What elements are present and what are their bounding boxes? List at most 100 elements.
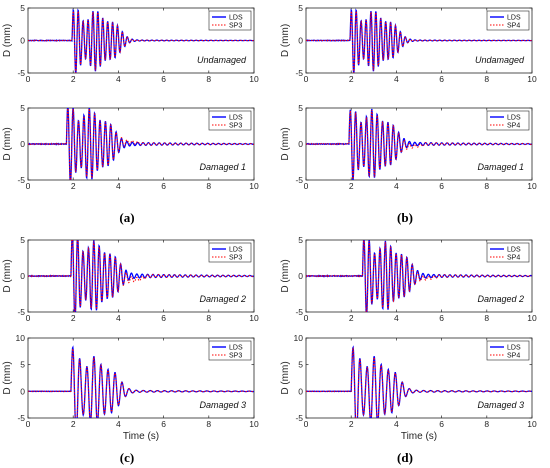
x-tick-label: 4	[394, 74, 399, 84]
series-line-sp3	[28, 240, 254, 312]
x-tick-label: 6	[161, 181, 166, 191]
x-tick-label: 2	[71, 419, 76, 429]
x-tick-label: 6	[161, 313, 166, 323]
y-axis-label: D (mm)	[2, 361, 13, 394]
y-axis-label: D (mm)	[2, 259, 13, 292]
series-line-sp4	[306, 9, 532, 73]
x-tick-label: 6	[161, 74, 166, 84]
y-tick-label: 0	[298, 36, 303, 46]
y-tick-label: 0	[20, 271, 25, 281]
x-tick-label: 2	[349, 181, 354, 191]
x-tick-label: 10	[527, 181, 537, 191]
x-tick-label: 4	[116, 181, 121, 191]
x-tick-label: 0	[26, 313, 31, 323]
y-tick-label: 5	[298, 360, 303, 370]
x-tick-label: 4	[116, 74, 121, 84]
x-tick-label: 2	[349, 419, 354, 429]
y-tick-label: 0	[20, 36, 25, 46]
y-tick-label: 5	[20, 235, 25, 245]
y-tick-label: -5	[17, 68, 25, 78]
y-tick-label: -5	[17, 175, 25, 185]
x-tick-label: 8	[206, 181, 211, 191]
panel-caption-d: (d)	[397, 450, 413, 465]
panel-caption-c: (c)	[120, 450, 134, 465]
y-tick-label: -5	[295, 175, 303, 185]
legend-label-sp3: SP3	[229, 255, 242, 262]
y-axis-label: D (mm)	[280, 24, 291, 57]
panel-caption-a: (a)	[119, 210, 134, 225]
y-tick-label: 5	[298, 235, 303, 245]
y-tick-label: -5	[295, 307, 303, 317]
x-tick-label: 4	[116, 419, 121, 429]
x-tick-label: 8	[484, 181, 489, 191]
legend-label-sp3: SP3	[229, 23, 242, 30]
x-tick-label: 2	[71, 74, 76, 84]
y-tick-label: 0	[20, 139, 25, 149]
damage-state-label: Damaged 1	[199, 162, 246, 172]
x-tick-label: 10	[249, 74, 259, 84]
y-tick-label: 0	[298, 271, 303, 281]
x-tick-label: 8	[484, 313, 489, 323]
damage-state-label: Undamaged	[197, 55, 247, 65]
x-tick-label: 10	[249, 181, 259, 191]
series-line-sp3	[28, 347, 254, 418]
legend-label-lds: LDS	[229, 15, 243, 22]
y-tick-label: 5	[20, 103, 25, 113]
legend-label-sp3: SP3	[229, 353, 242, 360]
legend-label-sp3: SP3	[229, 123, 242, 130]
legend-label-sp4: SP4	[507, 23, 520, 30]
series-line-sp4	[306, 109, 532, 180]
legend-label-sp4: SP4	[507, 123, 520, 130]
x-tick-label: 8	[484, 74, 489, 84]
damage-state-label: Damaged 2	[477, 294, 524, 304]
y-tick-label: 5	[298, 3, 303, 13]
series-line-sp4	[306, 240, 532, 312]
y-axis-label: D (mm)	[2, 127, 13, 160]
y-axis-label: D (mm)	[280, 127, 291, 160]
damage-state-label: Damaged 3	[477, 400, 524, 410]
x-tick-label: 10	[249, 313, 259, 323]
x-tick-label: 6	[439, 419, 444, 429]
x-tick-label: 0	[26, 74, 31, 84]
y-axis-label: D (mm)	[280, 361, 291, 394]
damage-state-label: Damaged 3	[199, 400, 246, 410]
x-tick-label: 0	[26, 419, 31, 429]
legend-label-sp4: SP4	[507, 353, 520, 360]
y-tick-label: 0	[298, 386, 303, 396]
y-tick-label: 0	[298, 139, 303, 149]
x-tick-label: 6	[439, 313, 444, 323]
x-tick-label: 8	[206, 419, 211, 429]
legend-label-lds: LDS	[229, 247, 243, 254]
x-axis-label: Time (s)	[401, 431, 437, 442]
y-tick-label: 10	[294, 333, 304, 343]
series-line-sp4	[306, 347, 532, 418]
legend-label-lds: LDS	[507, 15, 521, 22]
series-line-sp3	[28, 108, 254, 180]
legend-label-lds: LDS	[229, 345, 243, 352]
y-tick-label: 5	[20, 360, 25, 370]
legend-label-lds: LDS	[229, 115, 243, 122]
legend-label-lds: LDS	[507, 247, 521, 254]
x-tick-label: 2	[349, 313, 354, 323]
x-tick-label: 0	[26, 181, 31, 191]
x-tick-label: 2	[71, 181, 76, 191]
legend-label-lds: LDS	[507, 345, 521, 352]
x-tick-label: 2	[349, 74, 354, 84]
damage-state-label: Damaged 2	[199, 294, 246, 304]
x-axis-label: Time (s)	[123, 431, 159, 442]
x-tick-label: 6	[439, 181, 444, 191]
legend-label-lds: LDS	[507, 115, 521, 122]
legend-label-sp4: SP4	[507, 255, 520, 262]
x-tick-label: 8	[206, 74, 211, 84]
